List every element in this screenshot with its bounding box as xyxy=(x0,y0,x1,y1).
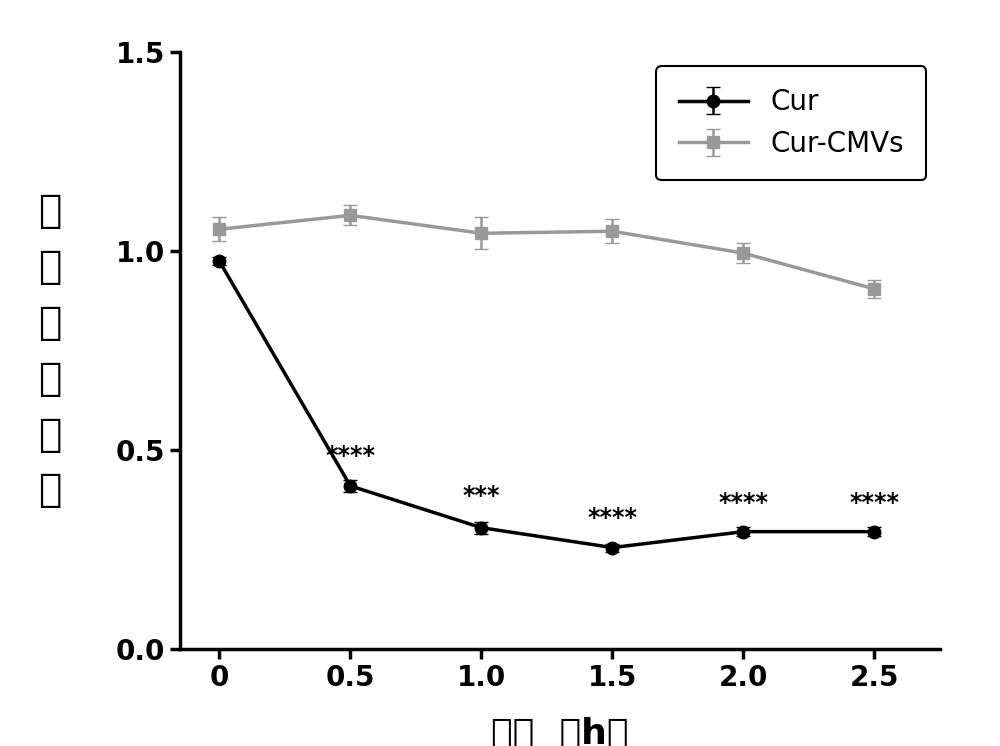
Text: 百: 百 xyxy=(38,360,62,398)
Text: 分: 分 xyxy=(38,416,62,454)
Text: 姜: 姜 xyxy=(38,192,62,230)
Text: 素: 素 xyxy=(38,304,62,342)
X-axis label: 时间  （h）: 时间 （h） xyxy=(491,717,629,746)
Text: 比: 比 xyxy=(38,471,62,510)
Legend: Cur, Cur-CMVs: Cur, Cur-CMVs xyxy=(656,66,926,181)
Text: ***: *** xyxy=(463,483,500,508)
Text: ****: **** xyxy=(718,491,768,515)
Text: ****: **** xyxy=(849,491,899,515)
Text: ****: **** xyxy=(587,507,637,530)
Text: 黄: 黄 xyxy=(38,248,62,286)
Text: ****: **** xyxy=(325,444,375,468)
